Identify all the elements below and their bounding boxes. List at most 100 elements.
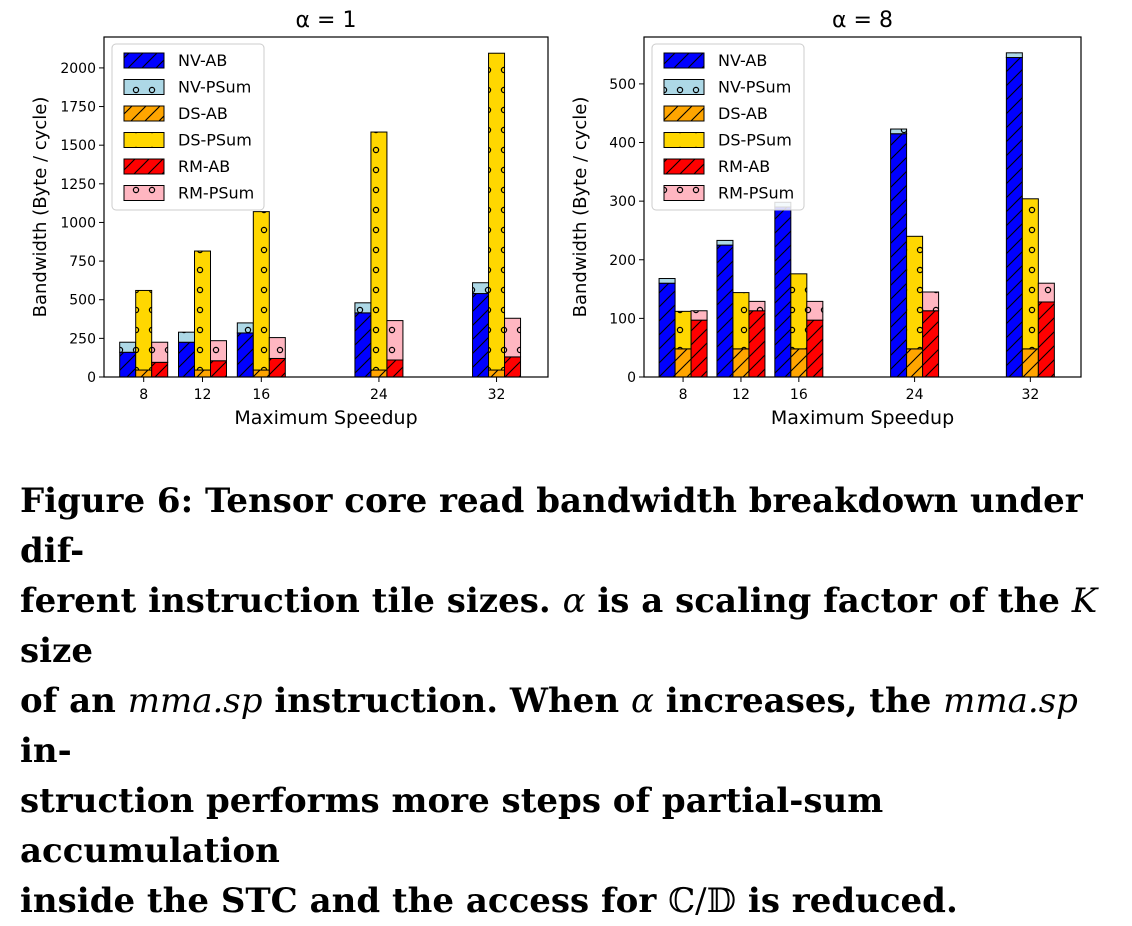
legend-swatch-pattern xyxy=(124,185,164,201)
caption-line-5b: is reduced. xyxy=(736,881,958,921)
bar-hatch-ds-ab-24 xyxy=(906,348,923,377)
bar-dots-ds-psum-12 xyxy=(732,292,749,349)
chart-title: α = 8 xyxy=(832,8,893,33)
bar-hatch-ds-ab-16 xyxy=(790,348,807,377)
x-axis-label: Maximum Speedup xyxy=(771,407,954,429)
bar-dots-nv-psum-16 xyxy=(237,322,254,333)
bar-dots-rm-psum-8 xyxy=(691,310,708,321)
bar-hatch-rm-ab-32 xyxy=(504,356,521,377)
legend-label-nv-ab: NV-AB xyxy=(718,51,767,70)
bar-hatch-nv-ab-16 xyxy=(774,207,791,377)
caption-line-3b: instruction. When xyxy=(262,681,631,721)
legend-swatch-pattern xyxy=(124,132,164,148)
bar-dots-nv-psum-8 xyxy=(659,278,676,284)
bar-dots-nv-psum-32 xyxy=(472,282,489,294)
bar-hatch-ds-ab-32 xyxy=(488,370,505,377)
y-tick-label: 250 xyxy=(69,331,96,347)
y-tick-label: 300 xyxy=(609,194,636,210)
caption-line-2b: is a scaling factor of the xyxy=(585,581,1072,621)
bar-dots-ds-psum-8 xyxy=(135,290,152,371)
chart-panel-alpha-1: 8 12 16 24 32 0 250 500 750 1000 1250 1500 1750 2000 α… xyxy=(30,8,549,429)
bar-hatch-rm-ab-16 xyxy=(269,358,286,377)
legend-label-nv-psum: NV-PSum xyxy=(718,78,791,97)
bar-hatch-nv-ab-32 xyxy=(472,293,489,377)
y-tick-label: 1000 xyxy=(60,215,96,231)
x-tick-label: 32 xyxy=(488,387,506,403)
bar-dots-nv-psum-8 xyxy=(119,342,136,353)
legend-swatch-pattern xyxy=(664,79,704,95)
caption-line-4: struction performs more steps of partial… xyxy=(20,781,884,871)
y-axis-label: Bandwidth (Byte / cycle) xyxy=(570,97,591,318)
legend-swatch-pattern xyxy=(124,53,164,68)
bar-dots-ds-psum-24 xyxy=(370,132,387,371)
bar-dots-nv-psum-24 xyxy=(354,302,371,313)
legend-swatch-pattern xyxy=(664,132,704,148)
bar-dots-rm-psum-12 xyxy=(748,301,765,311)
legend-label-ds-psum: DS-PSum xyxy=(718,131,792,150)
legend-swatch-pattern xyxy=(664,106,704,121)
legend-swatch-pattern xyxy=(124,159,164,174)
bar-dots-rm-psum-12 xyxy=(210,340,227,361)
bar-dots-rm-psum-32 xyxy=(1038,283,1055,302)
legend-swatch-pattern xyxy=(664,53,704,68)
bar-hatch-nv-ab-16 xyxy=(237,332,254,377)
caption-k: K xyxy=(1071,581,1098,621)
bar-hatch-rm-ab-32 xyxy=(1038,301,1055,377)
caption-mma-1: mma.sp xyxy=(127,681,263,721)
y-tick-label: 500 xyxy=(69,293,96,309)
x-tick-label: 12 xyxy=(194,387,212,403)
figure-charts: 8 12 16 24 32025050075010001250150017502000α… xyxy=(30,8,1082,429)
bar-dots-ds-psum-16 xyxy=(790,273,807,349)
legend-swatch-pattern xyxy=(664,159,704,174)
bar-dots-ds-psum-32 xyxy=(1022,198,1039,349)
caption-line-1: Figure 6: Tensor core read bandwidth bre… xyxy=(20,481,1083,571)
x-tick-label: 16 xyxy=(252,387,270,403)
caption-mma-2: mma.sp xyxy=(943,681,1078,721)
legend-label-rm-psum: RM-PSum xyxy=(178,184,254,203)
x-tick-label: 12 xyxy=(732,387,750,403)
bar-dots-nv-psum-12 xyxy=(178,332,195,343)
bar-hatch-rm-ab-24 xyxy=(386,360,403,377)
bar-dots-ds-psum-32 xyxy=(488,53,505,371)
legend-label-rm-ab: RM-AB xyxy=(178,157,230,176)
bar-dots-rm-psum-24 xyxy=(922,292,939,311)
bar-hatch-nv-ab-8 xyxy=(659,283,676,377)
bar-dots-nv-psum-32 xyxy=(1006,52,1023,58)
plot-frame xyxy=(103,36,549,378)
y-tick-label: 100 xyxy=(609,311,636,327)
y-tick-label: 1500 xyxy=(60,138,96,154)
figure-caption: Figure 6: Tensor core read bandwidth bre… xyxy=(20,476,1120,926)
bar-hatch-rm-ab-16 xyxy=(806,320,823,377)
y-axis-label: Bandwidth (Byte / cycle) xyxy=(30,97,51,318)
x-tick-label: 8 xyxy=(139,387,148,403)
bar-dots-nv-psum-24 xyxy=(890,129,907,134)
bar-hatch-ds-ab-8 xyxy=(675,348,692,377)
bar-hatch-ds-ab-12 xyxy=(732,348,749,377)
bar-hatch-nv-ab-12 xyxy=(716,245,733,377)
bar-hatch-ds-ab-16 xyxy=(253,370,270,377)
x-tick-label: 16 xyxy=(790,387,808,403)
bar-dots-rm-psum-8 xyxy=(151,342,168,363)
bar-dots-rm-psum-24 xyxy=(386,320,403,360)
caption-line-3d: in- xyxy=(20,731,72,771)
bar-dots-rm-psum-16 xyxy=(269,337,286,359)
bar-hatch-ds-ab-24 xyxy=(370,370,387,377)
bar-dots-rm-psum-32 xyxy=(504,318,521,357)
caption-alpha: α xyxy=(562,581,586,621)
y-tick-label: 1750 xyxy=(60,100,96,116)
chart-panel-alpha-8: 8 12 16 24 32 0 100 200 300 400 500 α = 8 Maximum Sp… xyxy=(570,8,1082,429)
legend-swatch-pattern xyxy=(124,106,164,121)
bar-hatch-nv-ab-32 xyxy=(1006,57,1023,377)
legend-label-ds-ab: DS-AB xyxy=(718,104,768,123)
caption-line-2c: size xyxy=(20,631,93,671)
x-tick-label: 8 xyxy=(679,387,688,403)
bar-dots-nv-psum-12 xyxy=(716,240,733,246)
bar-dots-ds-psum-16 xyxy=(253,211,270,371)
y-tick-label: 0 xyxy=(87,370,96,386)
x-tick-label: 24 xyxy=(906,387,924,403)
x-tick-label: 32 xyxy=(1021,387,1039,403)
legend-label-ds-psum: DS-PSum xyxy=(178,131,252,150)
caption-line-2a: ferent instruction tile sizes. xyxy=(20,581,563,621)
plot-frame xyxy=(643,36,1082,378)
legend-swatch-pattern xyxy=(124,79,164,95)
